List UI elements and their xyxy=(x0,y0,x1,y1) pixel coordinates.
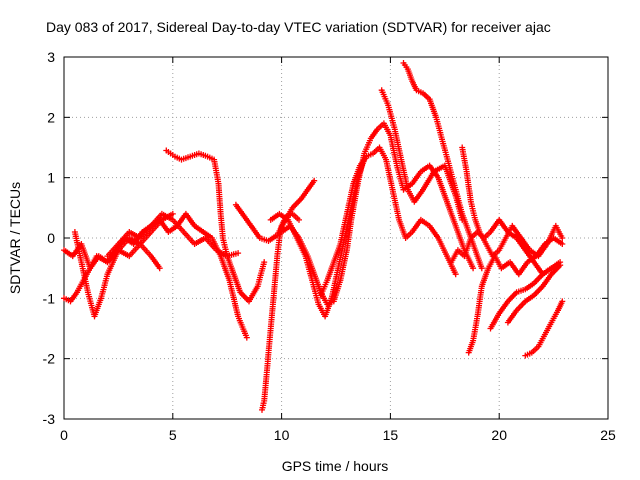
series-track-16 xyxy=(487,262,564,332)
x-tick-label: 20 xyxy=(491,427,507,443)
y-tick-label: 1 xyxy=(47,170,55,186)
series-track-9 xyxy=(278,120,477,308)
y-axis-label: SDTVAR / TECUs xyxy=(7,182,23,294)
y-tick-label: -2 xyxy=(43,351,56,367)
series-track-17 xyxy=(504,262,564,326)
series-track-7 xyxy=(259,210,302,413)
data-series xyxy=(61,60,566,413)
series-track-12 xyxy=(400,60,485,272)
chart-title: Day 083 of 2017, Sidereal Day-to-day VTE… xyxy=(46,19,551,35)
series-track-6 xyxy=(232,177,318,244)
y-tick-label: 2 xyxy=(47,109,55,125)
grid-lines xyxy=(64,57,608,419)
x-tick-label: 15 xyxy=(383,427,399,443)
x-tick-label: 10 xyxy=(274,427,290,443)
y-tick-label: -3 xyxy=(43,411,56,427)
series-track-15 xyxy=(465,235,566,356)
axis-ticks: 0 5 10 15 20 25 -3 -2 -1 0 1 2 3 xyxy=(43,49,616,443)
x-axis-label: GPS time / hours xyxy=(282,458,389,474)
series-track-5 xyxy=(163,147,268,305)
series-track-10 xyxy=(317,144,459,299)
series-track-4 xyxy=(104,210,242,260)
y-tick-label: -1 xyxy=(43,290,56,306)
series-track-3 xyxy=(71,229,163,320)
x-tick-label: 25 xyxy=(600,427,616,443)
y-tick-label: 0 xyxy=(47,230,55,246)
x-tick-label: 5 xyxy=(169,427,177,443)
y-tick-label: 3 xyxy=(47,49,55,65)
x-tick-label: 0 xyxy=(60,427,68,443)
series-track-18 xyxy=(522,298,566,359)
